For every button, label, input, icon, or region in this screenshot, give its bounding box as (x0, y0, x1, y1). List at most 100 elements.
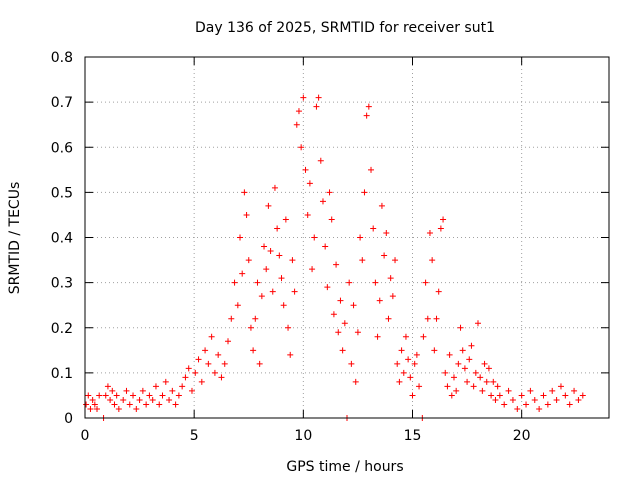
grid-layer (85, 57, 609, 418)
data-point (298, 144, 305, 151)
data-point (115, 405, 122, 412)
data-point (461, 365, 468, 372)
data-point (159, 392, 166, 399)
data-point (490, 378, 497, 385)
data-point (146, 392, 153, 399)
data-point (444, 383, 451, 390)
data-point (102, 392, 109, 399)
data-point (276, 252, 283, 259)
data-point (109, 387, 116, 394)
data-point (293, 121, 300, 128)
data-point (527, 387, 534, 394)
data-point (285, 324, 292, 331)
data-point (488, 392, 495, 399)
data-point (420, 333, 427, 340)
data-point (319, 198, 326, 205)
data-point (162, 378, 169, 385)
data-point (394, 360, 401, 367)
data-point (442, 369, 449, 376)
data-point (107, 396, 114, 403)
data-point (287, 351, 294, 358)
data-point (291, 288, 298, 295)
data-point (231, 279, 238, 286)
data-point (221, 360, 228, 367)
data-point (234, 302, 241, 309)
data-point (326, 189, 333, 196)
data-point (352, 378, 359, 385)
data-point (416, 383, 423, 390)
data-point (437, 225, 444, 232)
y-tick-label: 0.3 (51, 276, 73, 292)
data-point (265, 202, 272, 209)
data-point (346, 279, 353, 286)
data-point (422, 279, 429, 286)
x-tick-label: 5 (190, 428, 199, 444)
data-point (374, 333, 381, 340)
data-point (424, 315, 431, 322)
data-point (274, 225, 281, 232)
data-point (575, 396, 582, 403)
y-tick-label: 0.4 (51, 231, 73, 247)
data-point (440, 216, 447, 223)
data-point (407, 374, 414, 381)
data-point (531, 396, 538, 403)
data-point (278, 275, 285, 282)
data-point (544, 401, 551, 408)
data-point (211, 369, 218, 376)
plot-frame (84, 56, 610, 419)
data-point (400, 369, 407, 376)
data-point (483, 378, 490, 385)
data-point (87, 405, 94, 412)
data-point (306, 180, 313, 187)
x-tick-label: 10 (294, 428, 312, 444)
data-point (341, 320, 348, 327)
data-point (579, 392, 586, 399)
data-point (263, 266, 270, 273)
data-point (365, 103, 372, 110)
data-point (383, 229, 390, 236)
data-point (304, 211, 311, 218)
data-point (571, 387, 578, 394)
data-point (479, 387, 486, 394)
data-point (126, 401, 133, 408)
data-point (553, 396, 560, 403)
data-point (267, 248, 274, 255)
data-point (540, 392, 547, 399)
data-point (152, 383, 159, 390)
data-point (518, 392, 525, 399)
data-point (198, 378, 205, 385)
data-point (315, 94, 322, 101)
data-point (208, 333, 215, 340)
data-point (225, 338, 232, 345)
data-point (354, 329, 361, 336)
data-point (218, 374, 225, 381)
data-point (396, 378, 403, 385)
data-point (470, 383, 477, 390)
data-point (398, 347, 405, 354)
data-point (300, 94, 307, 101)
data-point (256, 360, 263, 367)
data-point (247, 324, 254, 331)
data-point (133, 405, 140, 412)
data-point (505, 387, 512, 394)
data-point (89, 396, 96, 403)
data-point (169, 387, 176, 394)
data-point (202, 347, 209, 354)
y-tick-label: 0.6 (51, 140, 73, 156)
data-point (433, 315, 440, 322)
x-tick-label: 15 (404, 428, 422, 444)
data-point (182, 374, 189, 381)
data-point (523, 401, 530, 408)
data-point (378, 202, 385, 209)
data-point (339, 347, 346, 354)
y-tick-label: 0.8 (51, 50, 73, 66)
data-point (446, 351, 453, 358)
data-point (228, 315, 235, 322)
data-point (372, 279, 379, 286)
data-point (215, 351, 222, 358)
data-point (485, 365, 492, 372)
data-point (381, 252, 388, 259)
data-point (258, 293, 265, 300)
data-point (402, 333, 409, 340)
